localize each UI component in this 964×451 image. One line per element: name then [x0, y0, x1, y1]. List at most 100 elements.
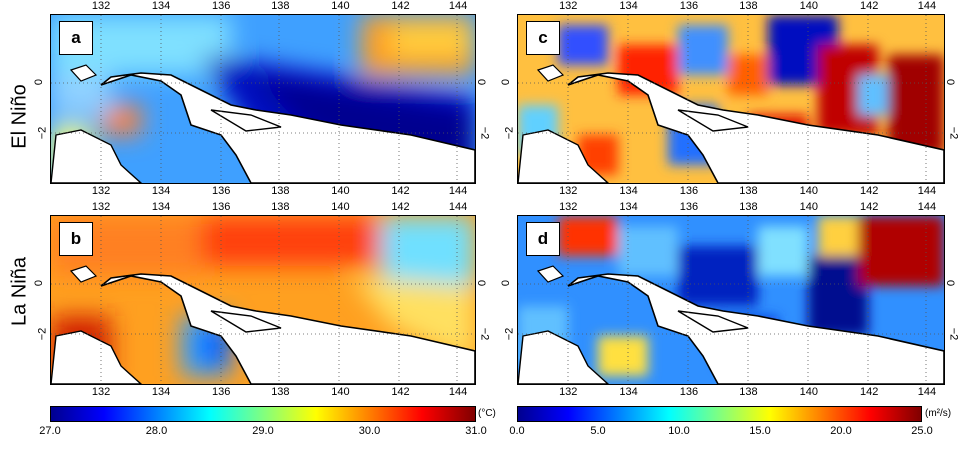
lat-tick-c-left: −2: [503, 126, 516, 140]
lat-tick-b-left: −2: [36, 327, 49, 341]
lat-tick-d-right: −2: [947, 327, 960, 341]
panel-label-b: b: [59, 222, 93, 256]
colorbar-tick-right: 20.0: [830, 425, 852, 437]
lon-tick-c-top: 138: [739, 0, 758, 12]
lon-tick-a-top: 140: [331, 0, 350, 12]
lat-tick-b-right: −2: [478, 327, 491, 341]
lon-tick-d-bottom: 132: [559, 386, 578, 398]
lon-tick-b-top: 142: [391, 201, 410, 213]
lon-tick-b-top: 144: [448, 201, 468, 213]
row-label-el-nino: El Niño: [8, 84, 31, 149]
lat-tick-a-right: 0: [475, 78, 488, 86]
lon-tick-d-top: 144: [917, 201, 937, 213]
lon-tick-a-bottom: 144: [448, 185, 468, 197]
row-label-la-nina: La Niña: [8, 257, 31, 326]
lon-tick-b-bottom: 140: [331, 386, 350, 398]
lon-tick-b-bottom: 136: [211, 386, 231, 398]
lon-tick-d-bottom: 138: [739, 386, 758, 398]
lon-tick-d-bottom: 136: [679, 386, 699, 398]
colorbar-diffusivity: [517, 406, 922, 422]
lon-tick-b-bottom: 132: [91, 386, 111, 398]
lon-tick-b-bottom: 138: [271, 386, 290, 398]
lon-tick-d-bottom: 140: [799, 386, 818, 398]
lat-tick-a-left: 0: [33, 78, 46, 86]
lon-tick-d-top: 140: [799, 201, 818, 213]
lon-tick-a-bottom: 134: [151, 185, 171, 197]
lon-tick-c-top: 144: [917, 0, 937, 12]
lon-tick-a-top: 136: [211, 0, 231, 12]
lat-tick-c-right: −2: [947, 126, 960, 140]
lat-tick-d-left: 0: [500, 279, 513, 287]
lon-tick-b-bottom: 134: [151, 386, 171, 398]
lat-tick-b-right: 0: [475, 279, 488, 287]
lon-tick-d-bottom: 134: [619, 386, 638, 398]
lon-tick-b-bottom: 144: [448, 386, 468, 398]
map-panel-b-sst-la-nina: b: [50, 215, 476, 385]
lat-tick-d-right: 0: [944, 279, 957, 287]
lon-tick-a-bottom: 136: [211, 185, 231, 197]
lon-tick-c-bottom: 132: [559, 185, 578, 197]
lon-tick-a-top: 134: [151, 0, 171, 12]
lon-tick-b-top: 136: [211, 201, 231, 213]
lon-tick-a-bottom: 132: [91, 185, 111, 197]
lon-tick-c-bottom: 140: [799, 185, 818, 197]
colorbar-tick-right: 10.0: [668, 425, 690, 437]
sst-field-el-nino: [51, 15, 475, 183]
lon-tick-a-top: 144: [448, 0, 468, 12]
lon-tick-c-bottom: 136: [679, 185, 699, 197]
lon-tick-c-bottom: 138: [739, 185, 758, 197]
lon-tick-a-bottom: 142: [391, 185, 410, 197]
lon-tick-d-bottom: 144: [917, 386, 937, 398]
lon-tick-d-top: 138: [739, 201, 758, 213]
lon-tick-d-bottom: 142: [859, 386, 879, 398]
lon-tick-c-bottom: 144: [917, 185, 937, 197]
lon-tick-b-top: 134: [151, 201, 171, 213]
lon-tick-c-bottom: 134: [619, 185, 638, 197]
panel-label-a: a: [59, 21, 93, 55]
lon-tick-d-top: 136: [679, 201, 699, 213]
colorbar-sst: [50, 406, 476, 422]
colorbar-sst-unit: (°C): [478, 408, 496, 419]
colorbar-tick-right: 5.0: [590, 425, 606, 437]
colorbar-tick-right: 25.0: [911, 425, 933, 437]
colorbar-diffusivity-unit: (m²/s): [925, 408, 952, 419]
map-panel-d-diffusivity-la-nina: d: [517, 215, 945, 385]
sst-field-la-nina: [51, 216, 475, 384]
colorbar-tick-right: 15.0: [749, 425, 771, 437]
lon-tick-d-top: 134: [619, 201, 638, 213]
lon-tick-c-top: 136: [679, 0, 699, 12]
lon-tick-d-top: 142: [859, 201, 879, 213]
lon-tick-c-top: 142: [859, 0, 879, 12]
colorbar-tick-right: 0.0: [509, 425, 525, 437]
lon-tick-a-top: 132: [91, 0, 111, 12]
lon-tick-b-top: 138: [271, 201, 290, 213]
lat-tick-c-right: 0: [944, 78, 957, 86]
lon-tick-a-top: 138: [271, 0, 290, 12]
colorbar-tick-left: 27.0: [39, 425, 61, 437]
lon-tick-b-bottom: 142: [391, 386, 410, 398]
lat-tick-d-left: −2: [503, 327, 516, 341]
lon-tick-a-bottom: 138: [271, 185, 290, 197]
colorbar-tick-left: 28.0: [145, 425, 168, 437]
colorbar-tick-left: 31.0: [465, 425, 487, 437]
diffusivity-field-la-nina: [518, 216, 944, 384]
lon-tick-c-top: 140: [799, 0, 818, 12]
panel-label-c: c: [526, 21, 560, 55]
panel-label-d: d: [526, 222, 560, 256]
lat-tick-a-left: −2: [36, 126, 49, 140]
lon-tick-b-top: 140: [331, 201, 350, 213]
colorbar-tick-left: 30.0: [358, 425, 381, 437]
lat-tick-b-left: 0: [33, 279, 46, 287]
lon-tick-a-top: 142: [391, 0, 410, 12]
map-panel-c-diffusivity-el-nino: c: [517, 14, 945, 184]
lon-tick-c-top: 134: [619, 0, 638, 12]
lon-tick-a-bottom: 140: [331, 185, 350, 197]
lat-tick-c-left: 0: [500, 78, 513, 86]
map-panel-a-sst-el-nino: a: [50, 14, 476, 184]
lon-tick-c-bottom: 142: [859, 185, 879, 197]
lon-tick-b-top: 132: [91, 201, 111, 213]
diffusivity-field-el-nino: [518, 15, 944, 183]
lon-tick-c-top: 132: [559, 0, 578, 12]
lat-tick-a-right: −2: [478, 126, 491, 140]
colorbar-tick-left: 29.0: [252, 425, 274, 437]
